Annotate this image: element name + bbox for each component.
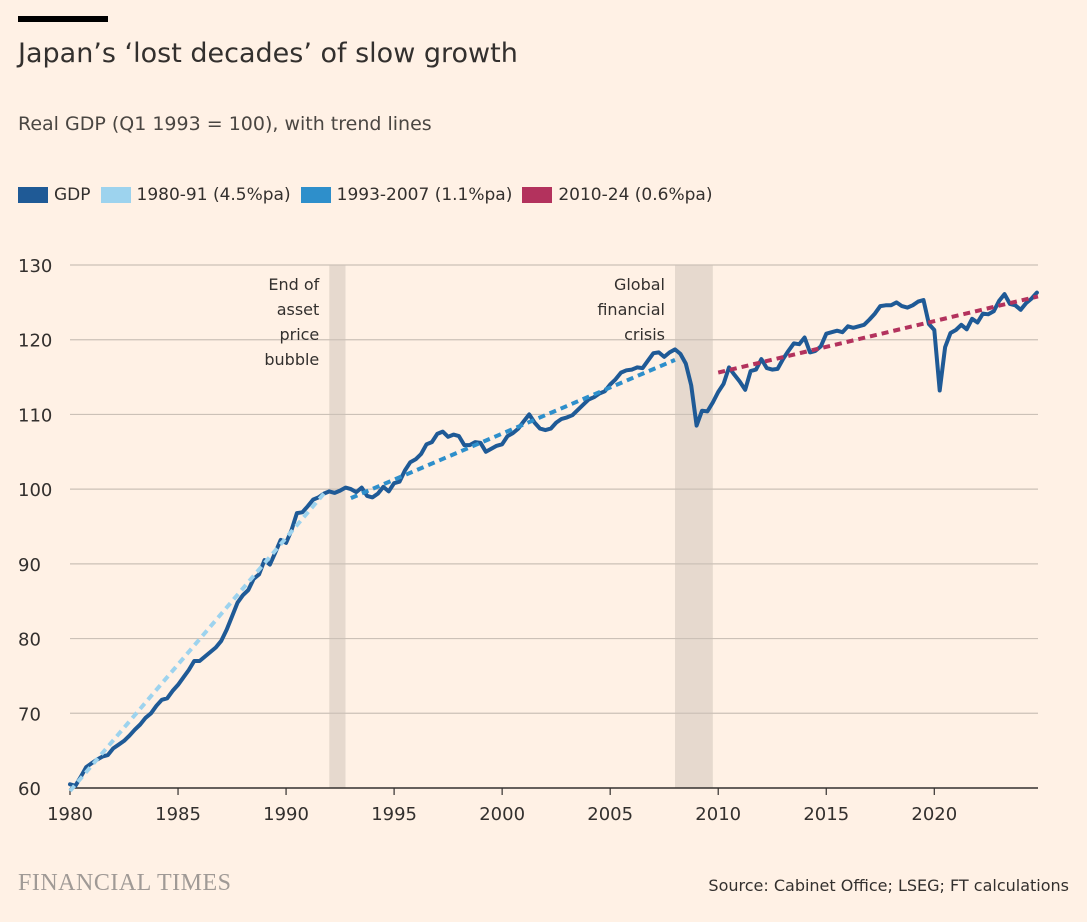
- x-tick-label-1995: 1995: [371, 804, 417, 825]
- y-tick-label-120: 120: [18, 331, 52, 352]
- legend-label-trend-1980-91: 1980-91 (4.5%pa): [136, 185, 291, 205]
- x-tick-label-1985: 1985: [155, 804, 201, 825]
- x-tick-label-2000: 2000: [479, 804, 525, 825]
- x-tick-label-1990: 1990: [263, 804, 309, 825]
- source-note: Source: Cabinet Office; LSEG; FT calcula…: [708, 876, 1069, 895]
- annotation-2-line-1: Global: [614, 275, 665, 294]
- y-tick-label-60: 60: [18, 779, 41, 800]
- annotation-2-line-3: crisis: [624, 325, 665, 344]
- chart-subtitle: Real GDP (Q1 1993 = 100), with trend lin…: [18, 113, 432, 135]
- annotation-2-line-2: financial: [597, 300, 665, 319]
- series-line-2010-24-0-6-pa: [717, 294, 1039, 375]
- y-tick-label-100: 100: [18, 480, 52, 501]
- legend-label-trend-2010-24: 2010-24 (0.6%pa): [558, 185, 713, 205]
- annotation-1-line-1: End of: [268, 275, 319, 294]
- ft-top-bar: [18, 16, 108, 22]
- legend-item-trend-1993-2007: 1993-2007 (1.1%pa): [300, 185, 513, 205]
- legend-item-gdp: GDP: [18, 185, 91, 205]
- chart-title: Japan’s ‘lost decades’ of slow growth: [18, 38, 518, 69]
- series-line-1980-91-4-5-pa: [68, 492, 326, 793]
- y-tick-label-130: 130: [18, 256, 52, 277]
- legend-swatch-trend-1993-2007: [300, 187, 331, 203]
- legend-item-trend-1980-91: 1980-91 (4.5%pa): [100, 185, 291, 205]
- x-tick-label-2005: 2005: [587, 804, 633, 825]
- legend-item-trend-2010-24: 2010-24 (0.6%pa): [522, 185, 712, 205]
- ft-brand-logo: FINANCIAL TIMES: [18, 870, 232, 896]
- legend-label-trend-1993-2007: 1993-2007 (1.1%pa): [336, 185, 513, 205]
- y-tick-label-90: 90: [18, 555, 41, 576]
- y-tick-label-80: 80: [18, 630, 41, 651]
- x-tick-label-2020: 2020: [911, 804, 957, 825]
- y-tick-label-110: 110: [18, 405, 52, 426]
- shaded-period-2: [675, 265, 713, 788]
- x-tick-label-2010: 2010: [695, 804, 741, 825]
- x-tick-label-2015: 2015: [803, 804, 849, 825]
- series-line-1993-2007-1-1-pa: [350, 358, 676, 500]
- legend-swatch-trend-1980-91: [100, 187, 131, 203]
- shaded-period-1: [329, 265, 346, 788]
- annotation-1-line-4: bubble: [264, 350, 319, 369]
- legend-swatch-trend-2010-24: [522, 187, 553, 203]
- annotation-1-line-3: price: [279, 325, 319, 344]
- x-tick-label-1980: 1980: [47, 804, 93, 825]
- legend: GDP 1980-91 (4.5%pa) 1993-2007 (1.1%pa) …: [18, 185, 722, 205]
- legend-label-gdp: GDP: [54, 185, 91, 205]
- y-tick-label-70: 70: [18, 704, 41, 725]
- series-line-gdp: [68, 290, 1039, 788]
- annotation-1-line-2: asset: [277, 300, 320, 319]
- legend-swatch-gdp: [18, 187, 48, 203]
